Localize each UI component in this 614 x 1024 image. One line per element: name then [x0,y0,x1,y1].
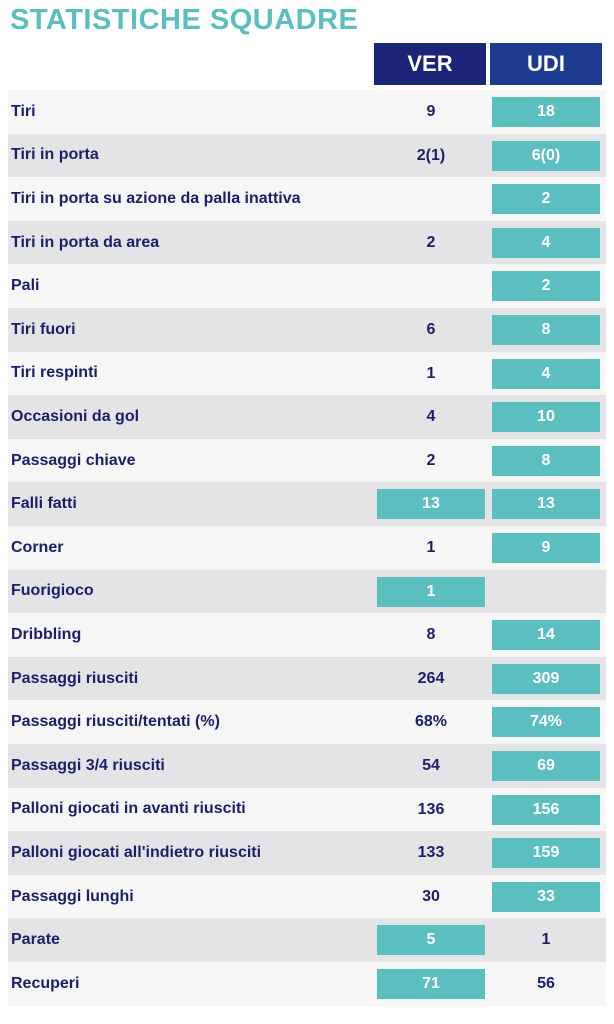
stat-cell: 2 [426,451,436,469]
stat-cell: 18 [492,97,600,127]
stat-cell: 2 [492,184,600,215]
table-row: Tiri in porta su azione da palla inattiv… [8,177,606,221]
stat-cell: 8 [492,445,600,476]
row-label: Tiri in porta [11,146,99,164]
stat-cell: 6 [426,321,436,338]
table-row: Dribbling 8 14 [8,613,606,657]
table-row: Passaggi 3/4 riusciti 54 69 [8,744,606,788]
table-row: Tiri 9 18 [8,90,606,134]
stat-cell: 74% [492,707,600,738]
title: STATISTICHE SQUADRE [10,4,359,36]
stat-cell: 2 [492,271,600,302]
stat-cell: 71 [377,969,485,999]
stat-cell: 1 [426,364,436,382]
stat-cell: 159 [492,838,600,869]
row-label: Tiri in porta da area [11,233,160,251]
stat-cell: 264 [417,669,445,687]
row-label: Palloni giocati in avanti riusciti [11,800,246,818]
row-label: Dribbling [11,625,82,643]
table-row: Recuperi 71 56 [8,962,606,1006]
table-row: Pali 2 [8,264,606,308]
stat-cell: 2 [426,233,436,251]
row-label: Passaggi lunghi [11,887,134,905]
row-label: Tiri respinti [11,364,98,382]
stat-cell: 69 [492,751,600,781]
row-label: Tiri in porta su azione da palla inattiv… [11,189,301,207]
table-row: Passaggi lunghi 30 33 [8,874,606,919]
table-row: Parate 5 1 [8,918,606,962]
stat-cell: 156 [492,794,600,825]
stat-cell: 33 [492,881,600,912]
table-row: Tiri in porta 2(1) 6(0) [8,133,606,178]
row-label: Pali [11,277,40,295]
table-row: Palloni giocati all'indietro riusciti 133… [8,831,606,875]
row-label: Tiri fuori [11,320,76,338]
stat-cell: 1 [541,931,551,949]
stat-cell: 8 [492,315,600,345]
stat-cell: 30 [422,887,440,905]
row-label: Passaggi 3/4 riusciti [11,756,165,774]
row-label: Fuorigioco [11,582,94,600]
stat-cell: 1 [377,576,485,607]
stat-cell: 133 [417,844,445,862]
row-label: Passaggi riusciti/tentati (%) [11,713,220,731]
stat-cell: 9 [426,103,436,120]
row-label: Parate [11,931,60,949]
stat-cell: 68% [414,713,448,731]
column-header: VER [374,43,486,85]
stat-cell: 13 [492,489,600,520]
stat-cell: 4 [492,358,600,389]
stat-cell: 4 [492,227,600,258]
stat-cell: 136 [417,800,445,818]
stat-cell: 10 [492,402,600,433]
stat-cell: 309 [492,663,600,694]
table-row: Palloni giocati in avanti riusciti 136 156 [8,787,606,832]
table-row: Passaggi chiave 2 8 [8,438,606,483]
stat-cell: 8 [426,626,436,644]
stat-cell: 13 [377,489,485,520]
table-row: Tiri respinti 1 4 [8,351,606,396]
stat-cell: 56 [537,975,555,992]
stat-cell: 5 [377,925,485,956]
table-row: Tiri fuori 6 8 [8,308,606,352]
row-label: Recuperi [11,974,80,992]
row-label: Palloni giocati all'indietro riusciti [11,843,262,861]
table-row: Tiri in porta da area 2 4 [8,220,606,265]
table-row: Occasioni da gol 4 10 [8,395,606,439]
stat-cell: 1 [426,539,436,556]
stat-cell: 6(0) [492,140,600,171]
stat-cell: 4 [426,408,436,426]
table-row: Passaggi riusciti 264 309 [8,656,606,701]
table-row: Falli fatti 13 13 [8,482,606,526]
row-label: Falli fatti [11,495,77,513]
table-row: Corner 1 9 [8,526,606,570]
row-label: Corner [11,538,64,556]
row-label: Passaggi chiave [11,451,136,469]
row-label: Passaggi riusciti [11,669,139,687]
table-row: Fuorigioco 1 [8,569,606,614]
stat-cell: 9 [492,533,600,563]
stat-cell: 14 [492,620,600,651]
stat-cell: 2(1) [416,146,446,164]
stat-cell: 54 [422,757,440,774]
table-row: Passaggi riusciti/tentati (%) 68% 74% [8,700,606,744]
row-label: Occasioni da gol [11,407,140,425]
row-label: Tiri [11,102,36,120]
column-header: UDI [490,43,602,85]
